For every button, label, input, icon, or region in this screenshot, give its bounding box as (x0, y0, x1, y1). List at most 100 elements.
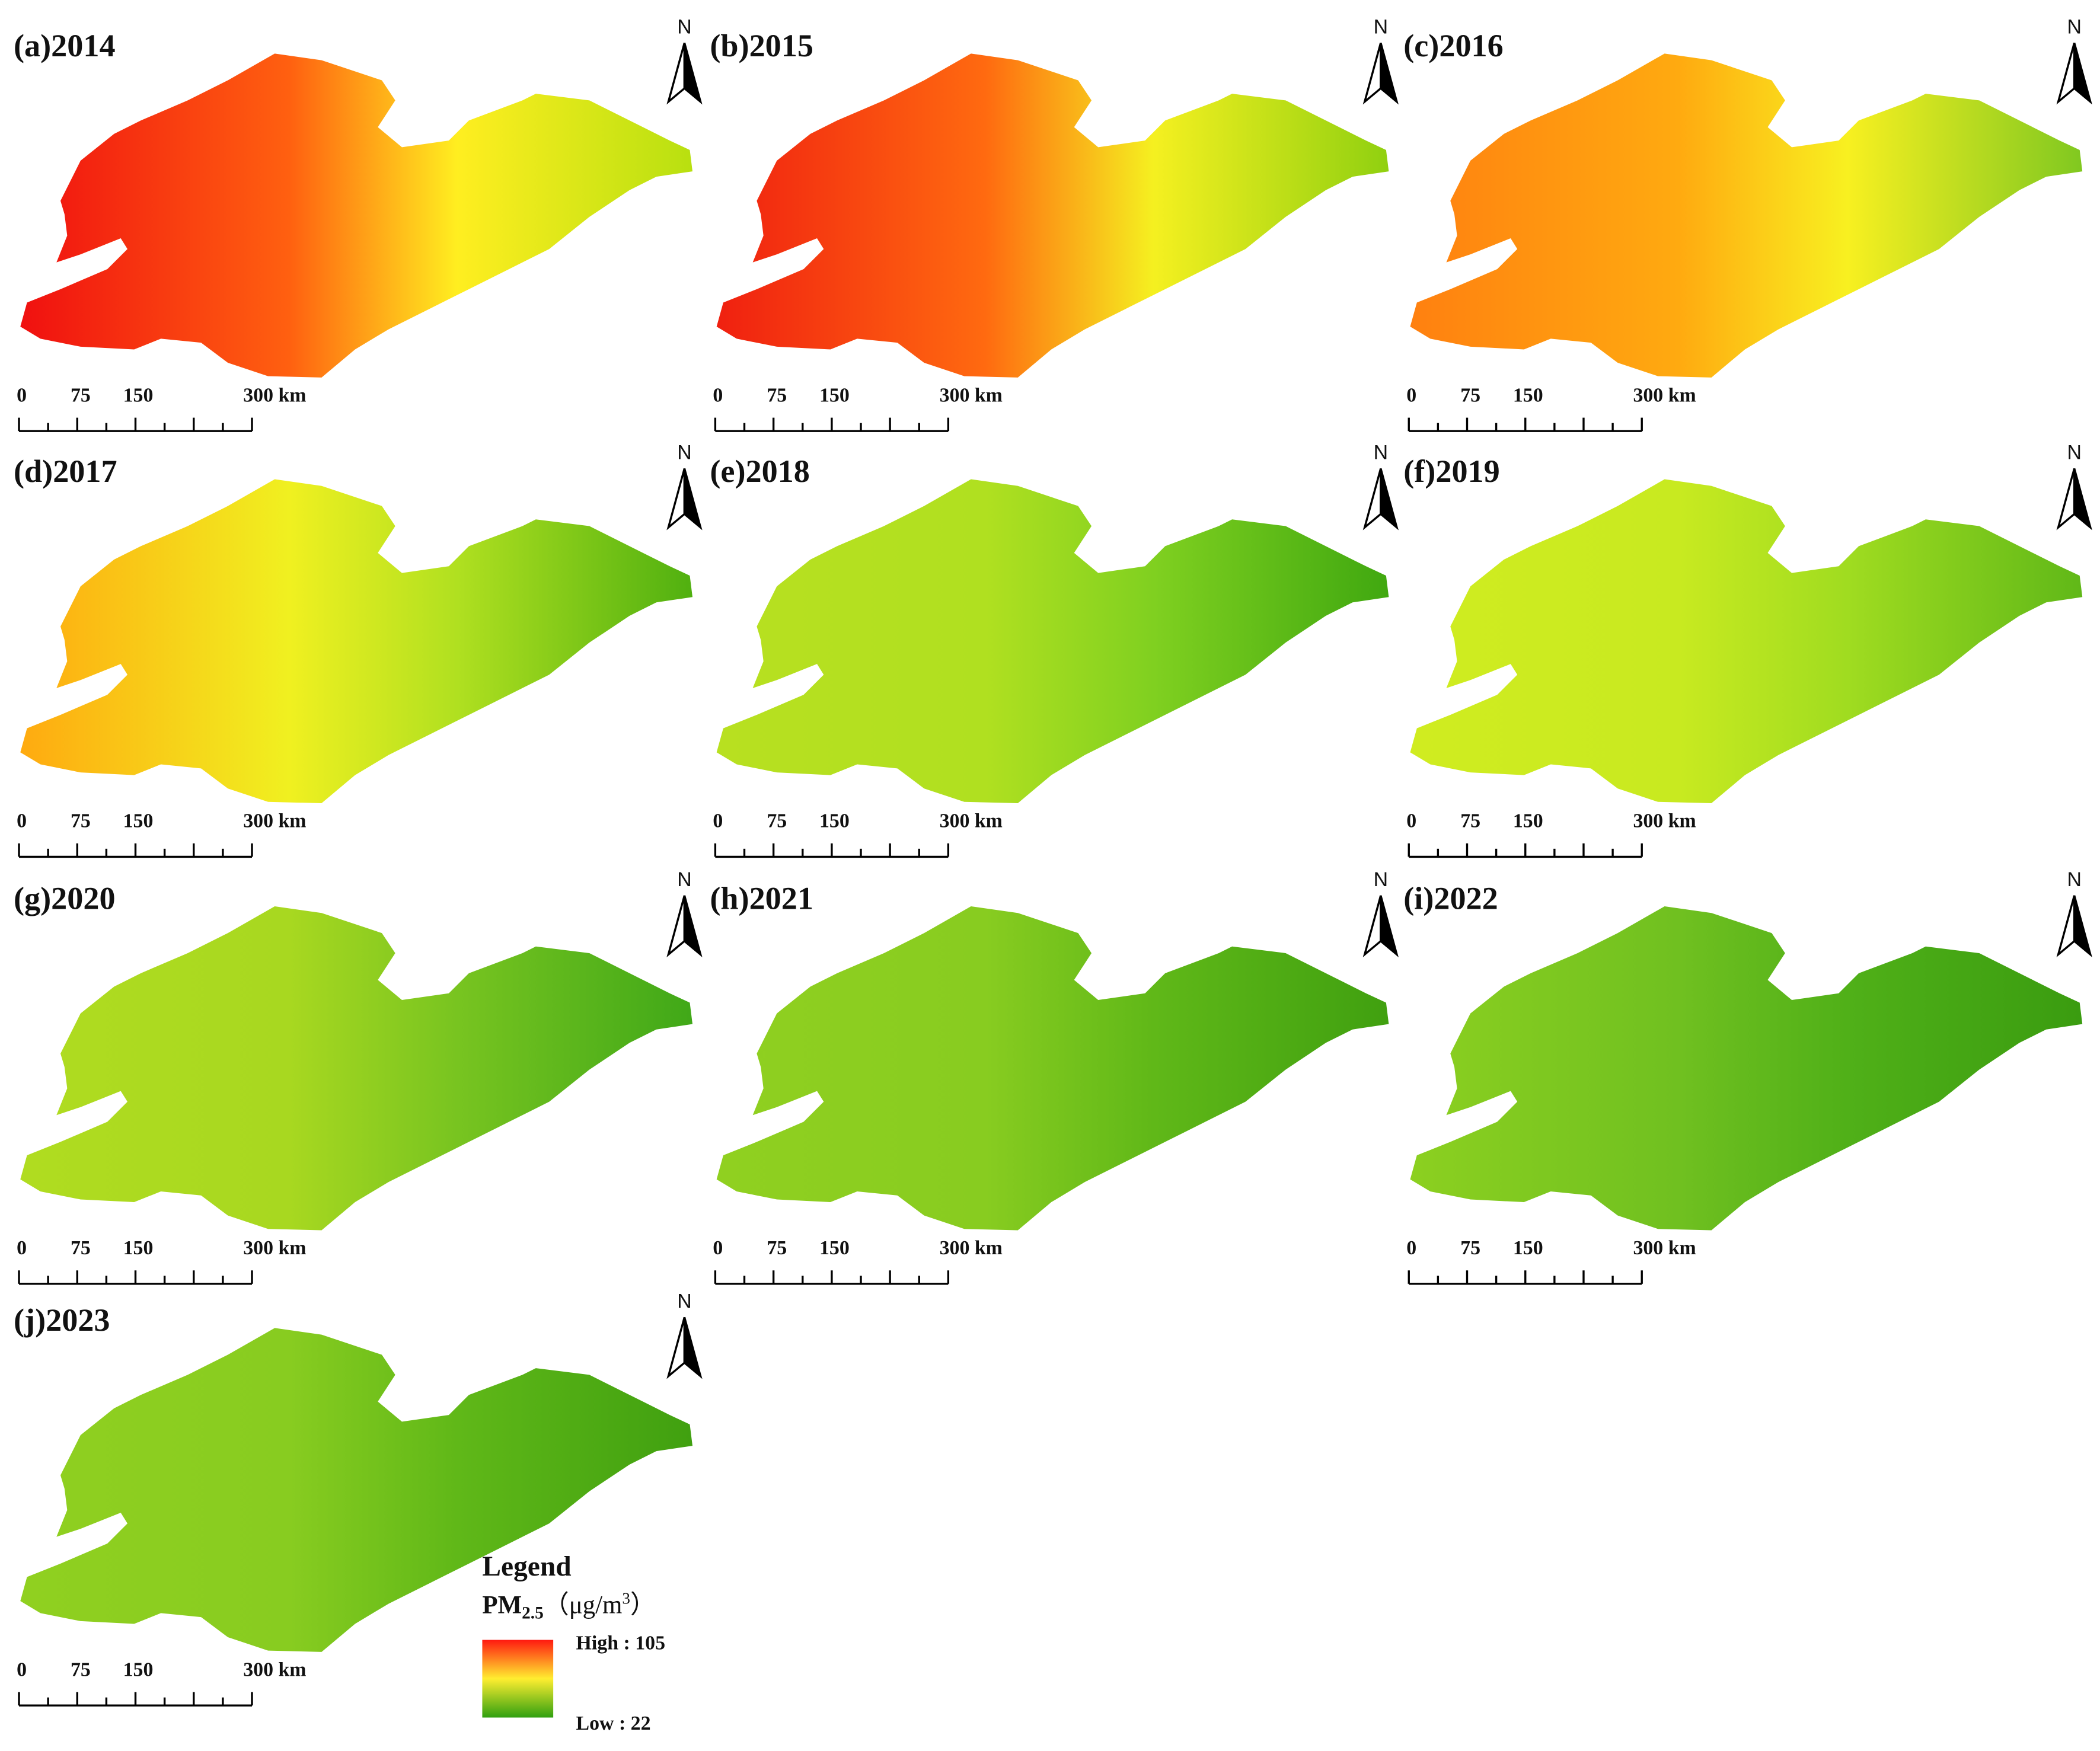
map-panel: (f)2019 N 0 75 150 300 km (1403, 442, 2092, 858)
north-arrow (666, 1317, 686, 1379)
north-arrow (666, 42, 686, 105)
north-arrow (2073, 468, 2092, 531)
scale-label: 0 (17, 1659, 27, 1681)
scale-label: 150 (1513, 1237, 1543, 1259)
scale-label: 150 (819, 385, 850, 407)
scale-label: 75 (71, 810, 91, 832)
legend-ramp (482, 1640, 554, 1718)
map-panel: (e)2018 N 0 75 150 300 km (710, 442, 1399, 858)
scale-label: 300 km (243, 1659, 306, 1681)
map-panel: (d)2017 N 0 75 150 300 km (14, 442, 703, 858)
north-label: N (1374, 15, 1388, 38)
panel-title: (b)2015 (710, 28, 813, 63)
province-map (20, 53, 693, 378)
scale-label: 0 (17, 1237, 27, 1259)
map-panel: (j)2023 N 0 75 150 300 km (14, 1290, 703, 1707)
panel-title: (g)2020 (14, 880, 116, 916)
map-panel: (c)2016 N 0 75 150 300 km (1403, 15, 2092, 432)
scale-label: 0 (1406, 810, 1416, 832)
unit-sub: 2.5 (522, 1603, 544, 1622)
north-arrow (1380, 895, 1399, 957)
north-arrow (2073, 895, 2092, 957)
scale-label: 150 (819, 810, 850, 832)
scale-label: 75 (1460, 810, 1480, 832)
scale-label: 75 (767, 385, 787, 407)
scale-label: 300 km (1633, 1237, 1696, 1259)
scale-label: 0 (713, 385, 723, 407)
scale-label: 300 km (243, 385, 306, 407)
scale-label: 150 (1513, 385, 1543, 407)
panel-title: (h)2021 (710, 880, 813, 916)
unit-sup: 3 (622, 1590, 630, 1608)
north-label: N (2067, 868, 2081, 891)
scale-label: 75 (1460, 385, 1480, 407)
map-panel: (a)2014 N 0 75 150 300 km (14, 15, 703, 432)
north-label: N (1374, 442, 1388, 464)
north-arrow (683, 1317, 703, 1379)
map-panel: (h)2021 N 0 75 150 300 km (710, 868, 1399, 1285)
scale-label: 150 (123, 385, 154, 407)
panel-title: (j)2023 (14, 1302, 110, 1338)
legend-title: Legend (482, 1551, 571, 1582)
north-arrow (1362, 42, 1382, 105)
scale-label: 150 (1513, 810, 1543, 832)
scale-label: 150 (123, 1659, 154, 1681)
scale-label: 300 km (1633, 385, 1696, 407)
legend-high: High : 105 (576, 1632, 666, 1654)
north-arrow (2056, 42, 2076, 105)
scale-label: 150 (123, 1237, 154, 1259)
north-arrow (2056, 895, 2076, 957)
panel-title: (e)2018 (710, 453, 810, 489)
north-arrow (666, 468, 686, 531)
province-map (1410, 53, 2083, 378)
unit-close: ） (630, 1591, 656, 1619)
scale-label: 0 (1406, 385, 1416, 407)
north-arrow (1380, 468, 1399, 531)
scale-label: 0 (17, 810, 27, 832)
panel-title: (i)2022 (1403, 880, 1498, 916)
map-panel: (b)2015 N 0 75 150 300 km (710, 15, 1399, 432)
scale-label: 75 (767, 810, 787, 832)
scale-label: 300 km (243, 1237, 306, 1259)
panel-title: (a)2014 (14, 28, 116, 63)
scale-label: 0 (1406, 1237, 1416, 1259)
scale-label: 300 km (940, 1237, 1003, 1259)
north-arrow (2056, 468, 2076, 531)
unit-base: PM (482, 1591, 522, 1619)
north-arrow (1362, 895, 1382, 957)
scale-label: 0 (17, 385, 27, 407)
legend: Legend PM2.5（μg/m3） High : 105 Low : 22 (482, 1551, 665, 1734)
unit-open: （μg/m (544, 1591, 623, 1619)
map-panel: (i)2022 N 0 75 150 300 km (1403, 868, 2092, 1285)
scale-label: 75 (71, 1659, 91, 1681)
legend-low: Low : 22 (576, 1712, 651, 1734)
province-map (1410, 906, 2083, 1231)
province-map (20, 479, 693, 804)
north-arrow (1362, 468, 1382, 531)
north-arrow (666, 895, 686, 957)
scale-label: 75 (71, 385, 91, 407)
province-map (20, 906, 693, 1231)
province-map (1410, 479, 2083, 804)
scale-label: 300 km (243, 810, 306, 832)
province-map (716, 906, 1389, 1231)
province-map (716, 479, 1389, 804)
map-panel: (g)2020 N 0 75 150 300 km (14, 868, 703, 1285)
north-arrow (683, 468, 703, 531)
scale-label: 75 (71, 1237, 91, 1259)
scale-label: 150 (819, 1237, 850, 1259)
north-label: N (677, 15, 691, 38)
north-label: N (677, 442, 691, 464)
scale-label: 75 (1460, 1237, 1480, 1259)
scale-label: 0 (713, 810, 723, 832)
north-label: N (677, 1290, 691, 1312)
legend-unit: PM2.5（μg/m3） (482, 1590, 655, 1623)
scale-label: 150 (123, 810, 154, 832)
north-arrow (683, 895, 703, 957)
north-label: N (1374, 868, 1388, 891)
north-arrow (1380, 42, 1399, 105)
province-map (716, 53, 1389, 378)
scale-label: 300 km (940, 385, 1003, 407)
